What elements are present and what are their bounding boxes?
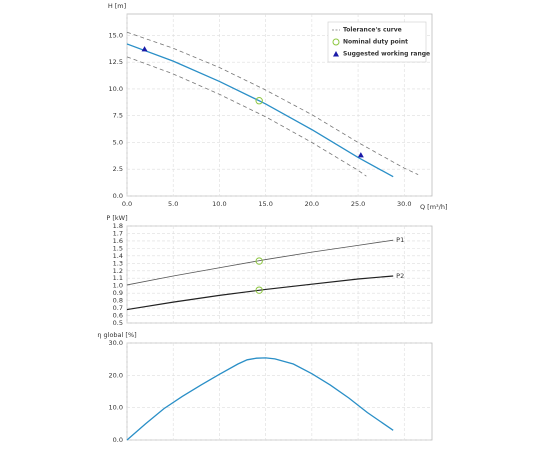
y-axis-title: H [m] bbox=[108, 2, 126, 10]
y-tick-label: 20.0 bbox=[109, 371, 123, 379]
x-tick-label: 10.0 bbox=[212, 200, 226, 208]
y-tick-label: 12.5 bbox=[109, 58, 123, 66]
working-range-marker bbox=[357, 152, 364, 158]
y-tick-label: 1.5 bbox=[113, 244, 123, 252]
y-tick-label: 30.0 bbox=[109, 339, 123, 347]
nominal-point bbox=[255, 286, 263, 294]
x-tick-label: 30.0 bbox=[397, 200, 411, 208]
y-tick-label: 1.6 bbox=[113, 237, 123, 245]
y-tick-label: 1.1 bbox=[113, 274, 123, 282]
y-tick-label: 0.5 bbox=[113, 319, 123, 327]
curve bbox=[126, 357, 394, 441]
plot-area bbox=[126, 342, 433, 441]
y-tick-label: 0.7 bbox=[113, 304, 123, 312]
y-tick-label: 1.8 bbox=[113, 222, 123, 230]
x-tick-label: 5.0 bbox=[168, 200, 178, 208]
legend-label: Nominal duty point bbox=[343, 39, 408, 46]
x-tick-label: 15.0 bbox=[258, 200, 272, 208]
y-tick-label: 1.7 bbox=[113, 229, 123, 237]
y-tick-label: 10.0 bbox=[109, 85, 123, 93]
x-axis-title: Q [m³/h] bbox=[420, 203, 448, 211]
y-tick-label: 0.0 bbox=[113, 436, 123, 444]
curve bbox=[126, 43, 394, 178]
y-tick-label: 0.8 bbox=[113, 297, 123, 305]
tolerance-curve bbox=[126, 56, 367, 177]
legend-label: Suggested working range bbox=[343, 51, 430, 58]
curve bbox=[126, 275, 394, 311]
y-tick-label: 0.9 bbox=[113, 289, 123, 297]
x-tick-label: 25.0 bbox=[351, 200, 365, 208]
y-axis-title: η global [%] bbox=[97, 331, 136, 339]
legend-box bbox=[327, 21, 427, 63]
series-label: P1 bbox=[396, 236, 404, 244]
curve bbox=[126, 239, 394, 286]
y-tick-label: 2.5 bbox=[113, 165, 123, 173]
legend-label: Tolerance's curve bbox=[343, 27, 402, 34]
y-tick-label: 1.0 bbox=[113, 282, 123, 290]
y-axis-title: P [kW] bbox=[106, 214, 127, 222]
working-range-marker bbox=[141, 46, 148, 52]
y-tick-label: 0.6 bbox=[113, 312, 123, 320]
nominal-point bbox=[255, 257, 263, 265]
y-tick-label: 1.3 bbox=[113, 259, 123, 267]
x-tick-label: 20.0 bbox=[305, 200, 319, 208]
tolerance-curve bbox=[126, 31, 419, 175]
legend-swatch bbox=[332, 38, 340, 46]
y-tick-label: 10.0 bbox=[109, 404, 123, 412]
legend: Tolerance's curve Nominal duty point Sugge… bbox=[327, 21, 430, 63]
y-tick-label: 1.4 bbox=[113, 252, 123, 260]
plot-area bbox=[126, 225, 433, 324]
y-tick-label: 1.2 bbox=[113, 267, 123, 275]
series-label: P2 bbox=[396, 272, 404, 280]
y-tick-label: 0.0 bbox=[113, 192, 123, 200]
y-tick-label: 15.0 bbox=[109, 31, 123, 39]
y-tick-label: 5.0 bbox=[113, 138, 123, 146]
nominal-point bbox=[255, 97, 263, 105]
y-tick-label: 7.5 bbox=[113, 112, 123, 120]
x-tick-label: 0.0 bbox=[122, 200, 132, 208]
legend-swatch bbox=[333, 51, 339, 57]
